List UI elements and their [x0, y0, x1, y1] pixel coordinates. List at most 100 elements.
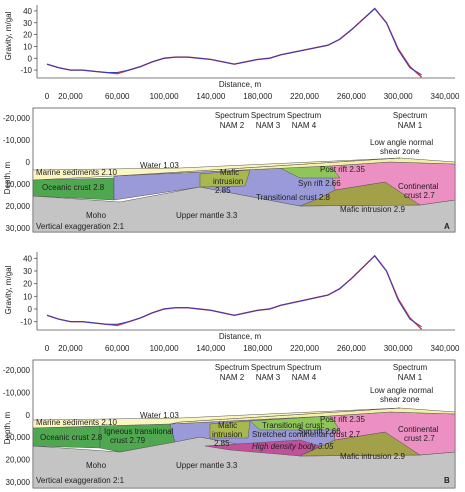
marine-sediments-a	[32, 157, 401, 181]
spectrum-line-label: Spectrum	[215, 363, 250, 372]
distance-tick-label: 180,000	[243, 344, 272, 353]
distance-tick-label: 220,000	[290, 92, 319, 101]
continental-label-a2: crust 2.7	[404, 191, 435, 200]
depth-tick-label: 30,000	[6, 224, 31, 233]
depth-label-a: Depth, m	[3, 161, 12, 194]
mafic-label-b3: 2.85	[214, 439, 230, 448]
spectrum-line-label: Spectrum	[393, 363, 428, 372]
depth-tick-label: 20,000	[6, 456, 31, 465]
distance-tick-label: 340,000	[431, 92, 460, 101]
mafic-intrusion-b	[209, 420, 251, 439]
gravity-observed-line-2	[46, 254, 423, 330]
moho-label-a: Moho	[86, 211, 107, 220]
distance-tick-label: 180,000	[243, 92, 272, 101]
spectrum-line-label: NAM 2	[220, 373, 245, 382]
syn-rift-label-a: Syn rift 2.66	[298, 179, 341, 188]
gravity-ytick-label: -10	[20, 66, 32, 75]
mafic-label-a2: intrusion	[213, 177, 243, 186]
gravity-y-label-1: Gravity, m/gal	[4, 11, 13, 60]
shear-label-a1: Low angle normal	[370, 138, 433, 147]
depth-tick-label: 10,000	[6, 433, 31, 442]
gravity-calculated-line-2	[46, 255, 422, 328]
distance-tick-label: 0	[45, 92, 50, 101]
gravity-ytick-label: 0	[28, 305, 33, 314]
shear-label-b2: shear zone	[380, 395, 420, 404]
continental-label-a1: Continental	[398, 182, 439, 191]
depth-tick-label: 10,000	[6, 180, 31, 189]
water-label-a: Water 1.03	[140, 161, 179, 170]
gravity-y-label-2: Gravity, m/gal	[4, 265, 13, 314]
syn-rift-b	[249, 415, 341, 431]
vertical-exaggeration-b: Vertical exaggeration 2:1	[36, 476, 125, 485]
mafic-label-b1: Mafic	[218, 421, 237, 430]
stretched-crust-label-b: Stretched continental crust 2.7	[252, 430, 361, 439]
upper-mantle-label-b: Upper mantle 3.3	[176, 461, 238, 470]
distance-tick-label: 60,000	[105, 92, 130, 101]
distance-tick-label: 260,000	[337, 344, 366, 353]
spectrum-line-label: NAM 4	[292, 121, 317, 130]
spectrum-line-label: Spectrum	[251, 111, 286, 120]
depth-tick-label: 30,000	[6, 478, 31, 487]
spectrum-line-label: Spectrum	[287, 363, 322, 372]
water-label-b: Water 1.03	[140, 411, 179, 420]
spectrum-line-label: NAM 1	[398, 373, 423, 382]
marine-sediments-label-b: Marine sediments 2.10	[36, 418, 117, 427]
post-rift-label-b: Post rift 2.35	[320, 415, 365, 424]
post-rift-label-a: Post rift 2.35	[320, 165, 365, 174]
post-rift-a	[113, 157, 456, 177]
distance-tick-label: 300,000	[384, 92, 413, 101]
gravity-ytick-label: -10	[20, 318, 32, 327]
gravity-calculated-line-1	[46, 7, 422, 76]
continental-label-b1: Continental	[398, 425, 439, 434]
depth-label-b: Depth, m	[3, 411, 12, 444]
depth-tick-label: 0	[26, 411, 31, 420]
depth-tick-label: -20,000	[3, 366, 31, 375]
gravity-ytick-label: 40	[23, 254, 32, 263]
oceanic-crust-label-b: Oceanic crust 2.8	[40, 433, 103, 442]
shear-label-b1: Low angle normal	[370, 386, 433, 395]
high-density-body-b	[204, 439, 321, 457]
distance-tick-label: 140,000	[196, 344, 225, 353]
transitional-crust-label-a: Transitional crust 2.8	[256, 193, 331, 202]
panel-letter-a: A	[444, 222, 450, 231]
distance-ticks-2: 0 20,000 60,000 100,000 140,000 180,000 220,00…	[45, 344, 460, 353]
depth-tick-label: -20,000	[3, 114, 31, 123]
spectrum-line-label: NAM 4	[292, 373, 317, 382]
depth-tick-label: 20,000	[6, 202, 31, 211]
spectrum-line-label: NAM 1	[398, 121, 423, 130]
depth-tick-label: -10,000	[3, 388, 31, 397]
spectrum-line-label: NAM 3	[256, 121, 281, 130]
gravity-ytick-label: 30	[23, 19, 32, 28]
gravity-ytick-label: 20	[23, 31, 32, 40]
mafic-2-label-b: Mafic intrusion 2.9	[340, 452, 405, 461]
mafic-label-a1: Mafic	[220, 168, 239, 177]
distance-tick-label: 100,000	[150, 344, 179, 353]
distance-tick-label: 340,000	[431, 344, 460, 353]
gravity-observed-line-1	[46, 7, 423, 78]
distance-tick-label: 300,000	[384, 344, 413, 353]
spectrum-line-label: Spectrum	[251, 363, 286, 372]
distance-tick-label: 20,000	[58, 344, 83, 353]
gravity-ytick-label: 10	[23, 42, 32, 51]
vertical-exaggeration-a: Vertical exaggeration 2:1	[36, 222, 125, 231]
depth-tick-label: 0	[26, 158, 31, 167]
gravity-ytick-label: 0	[28, 54, 33, 63]
marine-sediments-b	[32, 407, 401, 429]
panel-letter-b: B	[444, 476, 450, 485]
distance-tick-label: 20,000	[58, 92, 83, 101]
post-rift-b	[169, 407, 456, 425]
distance-tick-label: 60,000	[105, 344, 130, 353]
mafic-2-label-a: Mafic intrusion 2.9	[340, 205, 405, 214]
continental-label-b2: crust 2.7	[404, 434, 435, 443]
oceanic-crust-label-a: Oceanic crust 2.8	[42, 183, 105, 192]
distance-tick-label: 0	[45, 344, 50, 353]
spectrum-line-label: Spectrum	[287, 111, 322, 120]
upper-mantle-label-a: Upper mantle 3.3	[176, 211, 238, 220]
spectrum-line-label: NAM 2	[220, 121, 245, 130]
distance-tick-label: 140,000	[196, 92, 225, 101]
distance-tick-label: 260,000	[337, 92, 366, 101]
gravity-ytick-label: 40	[23, 7, 32, 16]
mafic-intrusion-a	[199, 169, 251, 188]
depth-tick-label: -10,000	[3, 136, 31, 145]
